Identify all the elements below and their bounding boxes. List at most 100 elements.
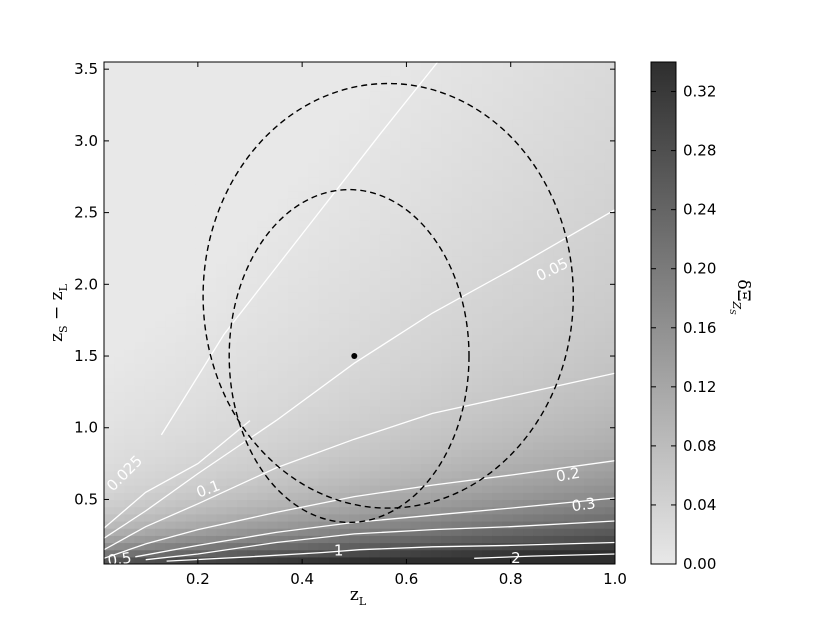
heatmap-cell	[604, 226, 615, 235]
heatmap-cell	[134, 169, 146, 178]
heatmap-cell	[359, 449, 371, 458]
heatmap-cell	[165, 406, 177, 414]
heatmap-cell	[104, 269, 115, 278]
heatmap-cell	[584, 363, 596, 371]
heatmap-cell	[379, 449, 391, 458]
heatmap-cell	[594, 413, 606, 422]
heatmap-cell	[298, 413, 309, 422]
heatmap-cell	[318, 442, 330, 450]
heatmap-cell	[175, 434, 187, 443]
heatmap-cell	[308, 477, 320, 486]
heatmap-cell	[369, 449, 381, 458]
heatmap-cell	[584, 284, 596, 293]
heatmap-cell	[431, 105, 442, 113]
heatmap-cell	[339, 434, 350, 443]
heatmap-cell	[410, 556, 422, 564]
heatmap-cell	[114, 449, 126, 458]
heatmap-cell	[553, 399, 565, 407]
heatmap-cell	[124, 90, 136, 99]
heatmap-cell	[420, 542, 432, 551]
heatmap-cell	[471, 162, 483, 171]
heatmap-cell	[195, 427, 207, 436]
heatmap-cell	[175, 69, 187, 77]
heatmap-cell	[195, 269, 207, 278]
dashed-confidence-contours	[202, 82, 575, 524]
heatmap-cell	[594, 162, 606, 171]
heatmap-cell	[339, 535, 350, 544]
heatmap-cell	[533, 413, 545, 422]
heatmap-cell	[574, 112, 585, 120]
heatmap-cell	[216, 148, 228, 156]
heatmap-cell	[185, 183, 197, 192]
heatmap-cell	[420, 305, 432, 314]
heatmap-cell	[155, 277, 166, 285]
heatmap-cell	[451, 506, 463, 515]
heatmap-cell	[492, 198, 504, 207]
heatmap-cell	[165, 219, 177, 228]
heatmap-cell	[410, 305, 422, 314]
heatmap-cell	[471, 356, 483, 364]
heatmap-cell	[277, 148, 289, 156]
heatmap-cell	[543, 542, 555, 551]
heatmap-cell	[574, 399, 585, 407]
heatmap-cell	[277, 162, 289, 171]
heatmap-cell	[410, 291, 422, 300]
heatmap-cell	[523, 477, 534, 486]
heatmap-cell	[216, 155, 228, 163]
heatmap-cell	[431, 183, 442, 192]
heatmap-cell	[431, 255, 442, 264]
heatmap-cell	[124, 442, 136, 450]
heatmap-cell	[431, 140, 442, 149]
heatmap-cell	[195, 198, 207, 207]
heatmap-cell	[267, 76, 279, 85]
heatmap-cell	[390, 477, 401, 486]
heatmap-cell	[226, 334, 238, 343]
heatmap-cell	[523, 391, 534, 400]
heatmap-cell	[339, 442, 350, 450]
heatmap-cell	[431, 384, 442, 393]
heatmap-cell	[410, 90, 422, 99]
heatmap-cell	[155, 506, 166, 515]
heatmap-cell	[512, 356, 524, 364]
heatmap-cell	[369, 226, 381, 235]
heatmap-cell	[410, 241, 422, 250]
heatmap-cell	[512, 499, 524, 508]
heatmap-cell	[349, 391, 361, 400]
contour-label-0.2: 0.2	[555, 464, 582, 486]
heatmap-cell	[369, 327, 381, 336]
heatmap-cell	[226, 291, 238, 300]
heatmap-cell	[604, 212, 615, 221]
heatmap-cell	[104, 162, 115, 171]
heatmap-cell	[287, 549, 299, 558]
heatmap-cell	[124, 391, 136, 400]
heatmap-cell	[104, 463, 115, 472]
heatmap-cell	[441, 434, 453, 443]
heatmap-cell	[134, 449, 146, 458]
heatmap-cell	[155, 234, 166, 242]
heatmap-cell	[114, 370, 126, 379]
heatmap-cell	[563, 284, 575, 293]
heatmap-cell	[185, 62, 197, 70]
heatmap-cell	[124, 341, 136, 350]
heatmap-cell	[523, 269, 534, 278]
heatmap-cell	[349, 183, 361, 192]
heatmap-cell	[379, 327, 391, 336]
heatmap-cell	[431, 126, 442, 135]
heatmap-cell	[206, 83, 218, 92]
heatmap-cell	[318, 90, 330, 99]
heatmap-cell	[420, 269, 432, 278]
heatmap-cell	[155, 76, 166, 85]
heatmap-cell	[390, 176, 401, 185]
heatmap-cell	[512, 183, 524, 192]
heatmap-cell	[420, 191, 432, 199]
heatmap-cell	[236, 528, 248, 536]
heatmap-cell	[206, 176, 218, 185]
heatmap-cell	[175, 133, 187, 142]
heatmap-cell	[482, 528, 493, 536]
heatmap-cell	[400, 506, 412, 515]
heatmap-cell	[277, 384, 289, 393]
heatmap-cell	[257, 442, 269, 450]
heatmap-cell	[461, 62, 473, 70]
heatmap-cell	[155, 492, 166, 501]
heatmap-cell	[165, 506, 177, 515]
